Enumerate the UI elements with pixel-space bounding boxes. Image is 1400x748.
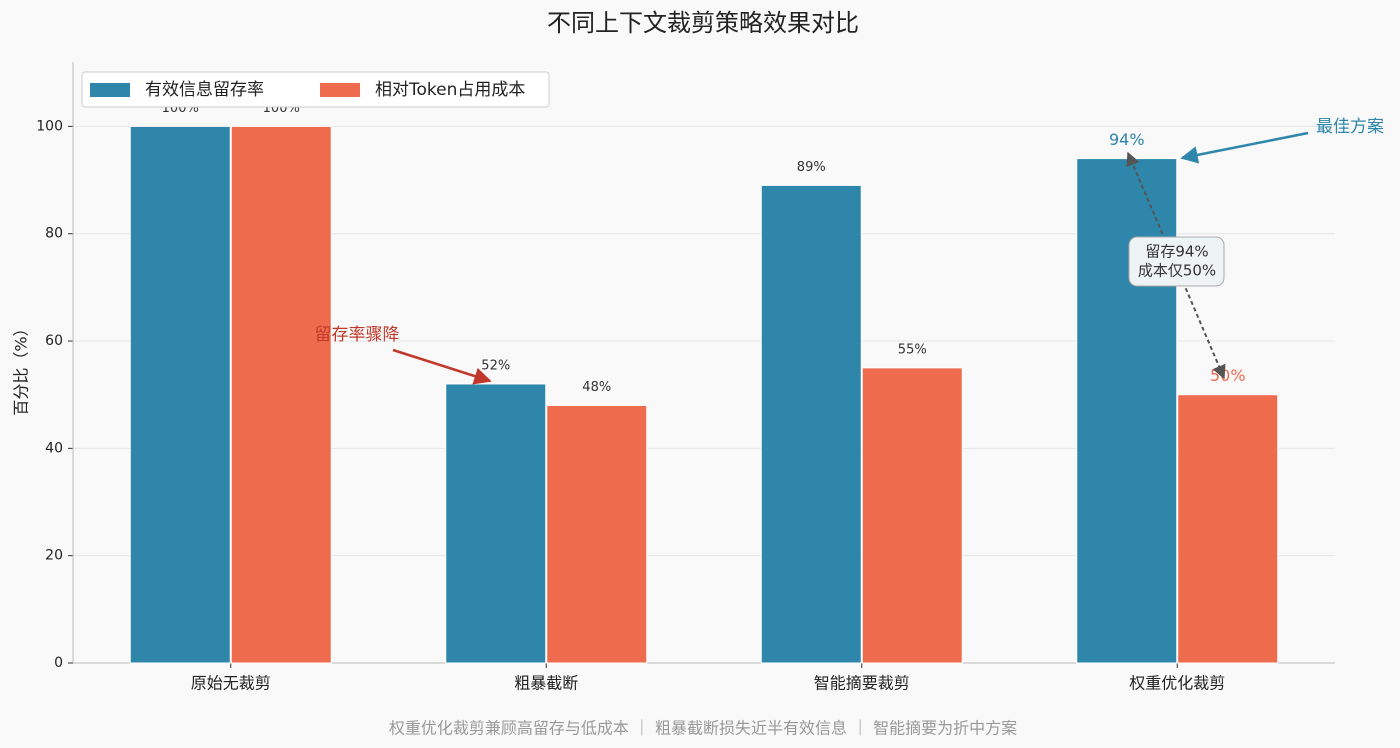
- y-tick-label: 60: [45, 333, 63, 349]
- annotation: 留存94%: [1145, 243, 1208, 261]
- x-tick-label: 权重优化裁剪: [1129, 674, 1225, 693]
- x-tick-label: 粗暴截断: [514, 674, 578, 693]
- annotation: 最佳方案: [1316, 117, 1384, 137]
- value-label: 94%: [1109, 130, 1145, 149]
- y-tick-label: 20: [45, 548, 63, 564]
- bar: [760, 184, 862, 664]
- y-tick-label: 0: [54, 655, 63, 671]
- footer: 权重优化裁剪兼顾高留存与低成本 ｜ 粗暴截断损失近半有效信息 ｜ 智能摘要为折中…: [389, 719, 1017, 738]
- legend-swatch: [90, 83, 130, 97]
- value-label: 52%: [481, 358, 510, 373]
- chart-title: 不同上下文裁剪策略效果对比: [547, 9, 859, 37]
- value-label: 55%: [898, 342, 927, 357]
- bar: [546, 404, 648, 664]
- bar: [445, 383, 547, 664]
- annotation: 成本仅50%: [1138, 262, 1216, 280]
- y-tick-label: 100: [36, 118, 63, 134]
- y-axis-label: 百分比（%）: [12, 320, 31, 415]
- value-label: 89%: [797, 160, 826, 175]
- x-tick-label: 智能摘要裁剪: [814, 674, 910, 693]
- legend: 有效信息留存率 相对Token占用成本: [81, 71, 550, 108]
- value-label: 50%: [1210, 366, 1246, 385]
- y-tick-label: 40: [45, 440, 63, 456]
- annotation-box: [1128, 236, 1225, 287]
- annotation: 留存率骤降: [315, 325, 400, 345]
- bar: [861, 367, 963, 664]
- bar: [129, 125, 231, 664]
- annotation-arrow: [392, 348, 492, 385]
- x-tick-label: 原始无裁剪: [191, 674, 271, 693]
- legend-label: 有效信息留存率: [145, 80, 264, 100]
- bar: [230, 125, 332, 664]
- legend-label: 相对Token占用成本: [375, 80, 525, 100]
- annotation-arrow: [1180, 131, 1309, 164]
- y-tick-label: 80: [45, 226, 63, 242]
- value-label: 48%: [582, 380, 611, 395]
- legend-swatch: [320, 83, 360, 97]
- legend-frame: [81, 71, 550, 108]
- bar: [1177, 394, 1279, 664]
